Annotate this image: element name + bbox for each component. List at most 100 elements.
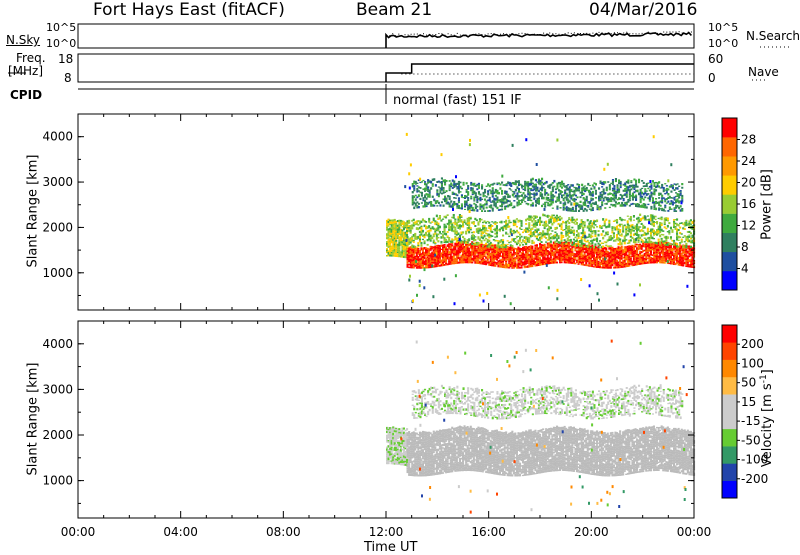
echo-cell: [507, 194, 509, 196]
echo-cell: [569, 193, 571, 194]
echo-cell: [501, 190, 503, 192]
echo-cell: [521, 236, 523, 238]
colorbar-swatch: [722, 194, 737, 213]
echo-cell: [476, 201, 478, 203]
echo-cell: [457, 233, 459, 236]
echo-cell: [589, 201, 591, 203]
echo-cell: [650, 185, 652, 186]
echo-cell: [550, 256, 552, 258]
echo-cell: [502, 239, 504, 241]
echo-cell: [418, 203, 420, 205]
echo-cell: [613, 234, 615, 236]
echo-cell: [541, 178, 543, 181]
echo-cell: [545, 237, 547, 239]
echo-cell: [474, 254, 476, 256]
echo-cell: [513, 255, 515, 256]
echo-cell: [629, 198, 631, 199]
echo-cell: [612, 181, 614, 183]
echo-cell: [410, 230, 412, 232]
sparse-echo: [424, 268, 426, 271]
echo-cell: [673, 242, 675, 244]
sparse-echo: [469, 139, 471, 142]
echo-cell: [507, 240, 509, 241]
echo-cell: [506, 185, 508, 187]
echo-cell: [508, 220, 510, 222]
echo-cell: [542, 230, 544, 232]
echo-cell: [598, 246, 600, 248]
echo-cell: [556, 208, 558, 210]
echo-cell: [611, 229, 613, 231]
echo-cell: [514, 238, 516, 239]
echo-cell: [426, 197, 428, 199]
sparse-echo: [536, 192, 538, 195]
echo-cell: [671, 251, 673, 253]
sparse-echo: [613, 272, 615, 275]
echo-cell: [681, 199, 683, 201]
echo-cell: [484, 191, 486, 194]
echo-cell: [410, 232, 412, 234]
echo-cell: [595, 201, 597, 203]
echo-cell: [419, 236, 421, 239]
echo-cell: [595, 183, 597, 185]
echo-cell: [493, 260, 495, 262]
panel-background: [78, 321, 694, 518]
echo-cell: [457, 255, 459, 257]
sparse-echo: [404, 185, 406, 188]
colorbar-swatch: [722, 118, 737, 137]
echo-cell: [566, 193, 568, 195]
echo-cell: [567, 199, 569, 200]
echo-cell: [479, 228, 481, 230]
echo-cell: [544, 205, 546, 207]
echo-cell: [618, 188, 620, 191]
echo-cell: [575, 207, 577, 209]
echo-cell: [575, 210, 577, 211]
echo-cell: [607, 181, 609, 183]
echo-cell: [570, 242, 572, 244]
echo-cell: [496, 234, 498, 235]
echo-cell: [670, 191, 672, 193]
echo-cell: [638, 179, 640, 181]
echo-cell: [460, 234, 462, 235]
echo-cell: [430, 201, 432, 203]
echo-cell: [642, 230, 644, 232]
echo-cell: [453, 216, 455, 218]
sparse-echo: [479, 294, 481, 297]
echo-cell: [461, 203, 463, 204]
echo-cell: [510, 202, 512, 204]
echo-cell: [489, 199, 491, 202]
colorbar-tick-label: 8: [741, 240, 749, 254]
echo-cell: [459, 182, 461, 184]
sparse-echo: [604, 257, 606, 260]
echo-cell: [528, 222, 530, 224]
echo-cell: [638, 241, 640, 243]
echo-cell: [455, 198, 457, 199]
echo-cell: [626, 203, 628, 205]
echo-cell: [630, 216, 632, 219]
echo-cell: [640, 194, 642, 196]
echo-cell: [483, 207, 485, 208]
echo-cell: [502, 229, 504, 231]
sparse-echo: [471, 236, 473, 239]
sparse-echo: [548, 286, 550, 289]
echo-cell: [621, 202, 623, 204]
echo-cell: [441, 183, 443, 185]
echo-cell: [486, 203, 488, 204]
echo-cell: [398, 227, 400, 228]
echo-cell: [650, 186, 652, 188]
echo-cell: [671, 229, 673, 230]
sparse-echo: [416, 294, 418, 297]
echo-cell: [558, 235, 560, 237]
echo-cell: [574, 257, 576, 259]
echo-cell: [427, 186, 429, 188]
echo-cell: [470, 217, 472, 218]
echo-cell: [561, 227, 563, 229]
echo-cell: [441, 201, 443, 203]
echo-cell: [470, 198, 472, 200]
echo-cell: [524, 187, 526, 189]
echo-cell: [630, 239, 632, 241]
sparse-echo: [640, 218, 642, 221]
echo-cell: [669, 207, 671, 209]
echo-cell: [633, 215, 635, 218]
panel-background: [78, 114, 694, 310]
echo-cell: [547, 197, 549, 199]
